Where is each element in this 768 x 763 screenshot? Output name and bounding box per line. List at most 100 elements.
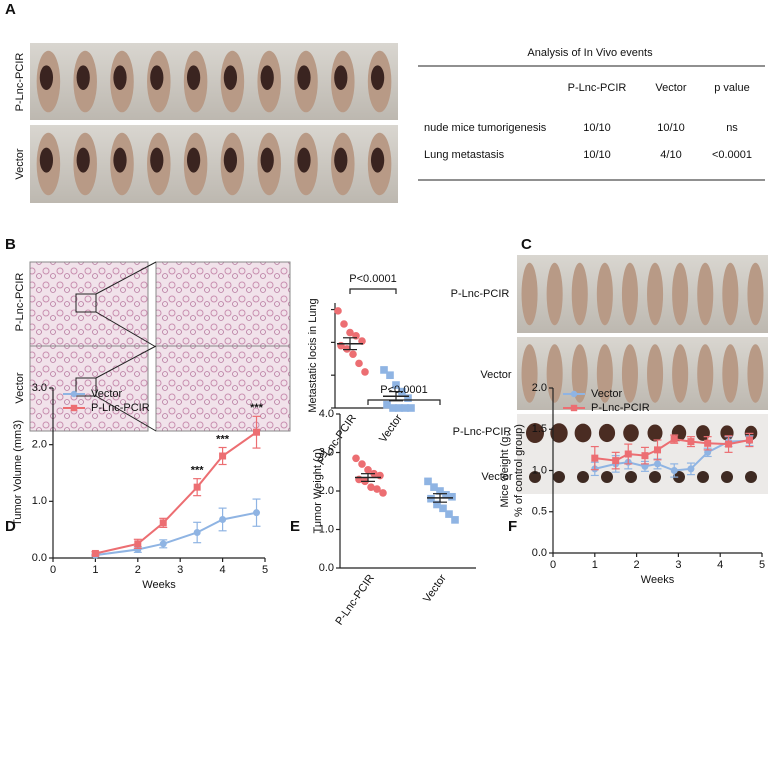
marker xyxy=(704,439,712,447)
marker xyxy=(445,510,453,518)
panel-label: E xyxy=(290,518,300,535)
zoom-box xyxy=(75,293,97,313)
marker xyxy=(436,487,444,495)
tumor xyxy=(186,65,201,90)
marker xyxy=(570,390,578,398)
marker xyxy=(159,519,167,527)
significance-bracket xyxy=(367,399,441,405)
marker xyxy=(570,404,578,412)
y-axis-label: % of control group) xyxy=(513,424,525,517)
mouse xyxy=(722,262,739,326)
mouse xyxy=(747,344,764,403)
marker xyxy=(670,467,678,474)
marker xyxy=(380,366,388,374)
y-axis-label: Mice weight (g, xyxy=(499,434,511,508)
y-tick-label: 0.0 xyxy=(319,562,334,574)
tumor xyxy=(39,147,54,173)
y-tick-label: 0.5 xyxy=(532,506,547,518)
panel-label: F xyxy=(508,518,517,535)
table-row-label: nude mice tumorigenesis xyxy=(424,122,547,134)
series-line xyxy=(594,438,750,462)
y-tick-label: 2.0 xyxy=(32,439,47,451)
tumor xyxy=(186,147,201,173)
photo-label: P-Lnc-PCIR xyxy=(14,273,26,332)
tumor xyxy=(647,424,663,442)
photo-label: P-Lnc-PCIR xyxy=(451,288,510,300)
marker xyxy=(352,454,360,463)
significance: P<0.0001 xyxy=(380,384,427,396)
y-tick-label: 0.0 xyxy=(532,547,547,559)
y-tick-label: 2.0 xyxy=(532,382,547,394)
significance-bracket xyxy=(349,288,397,294)
x-tick-label: 2 xyxy=(634,559,640,571)
tumor xyxy=(550,423,568,443)
x-tick-label: 3 xyxy=(177,564,183,576)
tumor xyxy=(721,471,733,483)
marker xyxy=(725,440,733,448)
marker xyxy=(193,483,201,491)
tumor xyxy=(297,147,311,173)
table-cell: 10/10 xyxy=(583,149,611,161)
table-cell: 10/10 xyxy=(583,122,611,134)
mouse xyxy=(546,262,563,326)
zoom-line xyxy=(95,261,157,295)
mouse xyxy=(647,262,664,326)
panel-label: D xyxy=(5,518,16,535)
mouse xyxy=(697,344,714,403)
tumor xyxy=(76,147,90,173)
x-tick-label: P-Lnc-PCIR xyxy=(333,572,377,627)
tumor xyxy=(260,65,274,90)
tumor xyxy=(601,471,613,483)
zoom-line xyxy=(95,345,157,379)
legend-label: Vector xyxy=(91,388,123,400)
marker xyxy=(358,460,366,468)
table-title: Analysis of In Vivo events xyxy=(527,47,653,59)
marker xyxy=(424,477,432,486)
table-header: P-Lnc-PCIR xyxy=(568,82,627,94)
y-axis-label: Tumor Volume (mm3) xyxy=(12,420,24,526)
marker xyxy=(219,452,227,460)
y-tick-label: 0.0 xyxy=(32,552,47,564)
legend-label: Vector xyxy=(591,388,623,400)
table-cell: <0.0001 xyxy=(712,149,752,161)
tumor xyxy=(113,65,127,90)
table-cell: 4/10 xyxy=(660,149,681,161)
tumor xyxy=(526,423,544,443)
marker xyxy=(612,457,620,465)
mouse xyxy=(672,262,689,326)
series-line xyxy=(95,511,257,557)
marker xyxy=(641,462,649,470)
x-tick-label: 0 xyxy=(550,559,556,571)
y-tick-label: 4.0 xyxy=(319,408,334,420)
marker xyxy=(355,359,363,368)
tumor xyxy=(223,147,238,173)
tumor xyxy=(745,471,757,483)
marker xyxy=(641,452,649,460)
x-tick-label: 1 xyxy=(92,564,98,576)
annotation: *** xyxy=(216,433,230,445)
significance: P<0.0001 xyxy=(349,273,396,285)
marker xyxy=(687,438,695,446)
tumor xyxy=(260,147,274,173)
x-tick-label: 2 xyxy=(135,564,141,576)
photo-label: Vector xyxy=(480,369,512,381)
panel-label: C xyxy=(521,236,532,253)
legend-label: P-Lnc-PCIR xyxy=(91,402,150,414)
tumor xyxy=(697,471,709,483)
y-tick-label: 2.0 xyxy=(319,485,334,497)
marker xyxy=(451,516,459,524)
marker xyxy=(407,404,415,412)
legend-label: P-Lnc-PCIR xyxy=(591,402,650,414)
mouse xyxy=(571,262,588,326)
histology-zoom xyxy=(155,345,291,432)
mouse xyxy=(747,262,764,326)
tumor xyxy=(150,65,164,90)
tumor xyxy=(150,147,164,173)
tumor xyxy=(529,471,541,483)
table-header: Vector xyxy=(655,82,687,94)
x-tick-label: 5 xyxy=(262,564,268,576)
marker xyxy=(624,450,632,458)
marker xyxy=(401,404,409,412)
marker xyxy=(430,483,438,491)
photo-label: Vector xyxy=(14,372,26,404)
